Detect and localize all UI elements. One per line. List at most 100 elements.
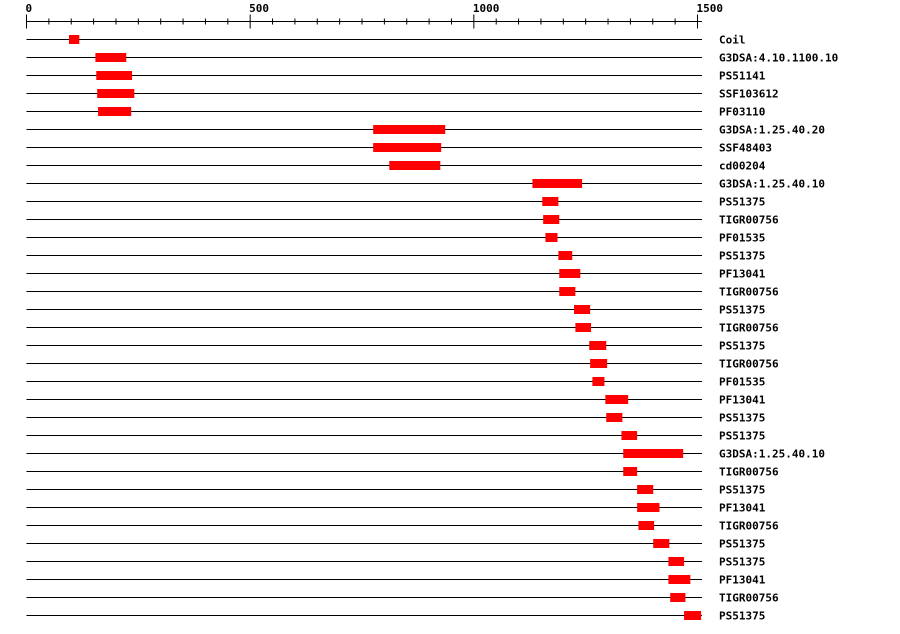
domain-bar <box>670 593 686 602</box>
domain-bar <box>623 467 638 476</box>
track-label: Coil <box>719 34 746 47</box>
track-row: G3DSA:1.25.40.10 <box>26 448 825 461</box>
track-label: PF13041 <box>719 394 766 407</box>
domain-bar <box>668 575 691 584</box>
track-row: TIGR00756 <box>26 520 779 533</box>
axis-tick-label: 500 <box>249 2 269 15</box>
domain-bar <box>592 377 605 386</box>
domain-bar <box>559 287 576 296</box>
domain-bar <box>589 341 607 350</box>
track-label: PS51375 <box>719 340 765 353</box>
domain-bar <box>545 233 558 242</box>
axis-tick-label: 0 <box>26 2 33 15</box>
track-row: Coil <box>26 34 746 47</box>
track-label: TIGR00756 <box>719 520 779 533</box>
domain-bar <box>96 71 133 80</box>
track-label: PF03110 <box>719 106 765 119</box>
track-label: SSF48403 <box>719 142 772 155</box>
track-label: PS51375 <box>719 430 765 443</box>
domain-bar <box>606 413 623 422</box>
track-row: G3DSA:4.10.1100.10 <box>26 52 838 65</box>
domain-bar <box>68 35 80 44</box>
track-row: PS51375 <box>26 538 765 551</box>
track-label: PS51375 <box>719 484 765 497</box>
track-row: TIGR00756 <box>26 592 779 605</box>
domain-bar <box>575 323 592 332</box>
track-label: PS51375 <box>719 250 765 263</box>
track-label: PF01535 <box>719 232 765 245</box>
track-row: PS51375 <box>26 610 765 623</box>
track-label: TIGR00756 <box>719 322 779 335</box>
track-label: G3DSA:1.25.40.20 <box>719 124 825 137</box>
track-label: PF01535 <box>719 376 765 389</box>
axis-tick-label: 1500 <box>697 2 724 15</box>
track-row: PF13041 <box>26 574 766 587</box>
domain-bar <box>97 89 135 98</box>
domain-bar <box>542 197 559 206</box>
domain-bar <box>621 431 638 440</box>
track-row: PS51375 <box>26 412 765 425</box>
track-label: TIGR00756 <box>719 466 779 479</box>
track-row: PS51375 <box>26 556 765 569</box>
axis-tick-label: 1000 <box>473 2 500 15</box>
domain-bar <box>668 557 685 566</box>
track-row: PF13041 <box>26 394 766 407</box>
domain-bar <box>637 503 660 512</box>
track-label: G3DSA:4.10.1100.10 <box>719 52 838 65</box>
track-label: TIGR00756 <box>719 286 779 299</box>
track-row: TIGR00756 <box>26 466 779 479</box>
track-label: G3DSA:1.25.40.10 <box>719 178 825 191</box>
domain-bar <box>389 161 441 170</box>
track-row: cd00204 <box>26 160 766 173</box>
track-row: PF01535 <box>26 232 765 245</box>
track-row: PF03110 <box>26 106 765 119</box>
track-row: TIGR00756 <box>26 214 779 227</box>
track-label: cd00204 <box>719 160 766 173</box>
track-row: PS51375 <box>26 196 765 209</box>
track-row: PS51141 <box>26 70 766 83</box>
track-row: PS51375 <box>26 250 765 263</box>
track-row: SSF103612 <box>26 88 779 101</box>
track-label: TIGR00756 <box>719 358 779 371</box>
track-label: TIGR00756 <box>719 214 779 227</box>
track-label: PS51375 <box>719 412 765 425</box>
domain-bar <box>373 143 442 152</box>
domain-bar <box>532 179 583 188</box>
track-label: PS51375 <box>719 196 765 209</box>
domain-bar <box>623 449 684 458</box>
track-label: PS51375 <box>719 538 765 551</box>
domain-bar <box>653 539 670 548</box>
track-row: PF13041 <box>26 502 766 515</box>
track-row: TIGR00756 <box>26 358 779 371</box>
track-label: SSF103612 <box>719 88 779 101</box>
track-row: TIGR00756 <box>26 322 779 335</box>
domain-bar <box>574 305 591 314</box>
track-label: PF13041 <box>719 268 766 281</box>
domain-bar <box>638 521 655 530</box>
track-label: TIGR00756 <box>719 592 779 605</box>
track-row: G3DSA:1.25.40.20 <box>26 124 825 137</box>
track-label: PS51141 <box>719 70 766 83</box>
track-row: PS51375 <box>26 484 765 497</box>
domain-bar <box>95 53 127 62</box>
track-row: PS51375 <box>26 340 765 353</box>
track-label: PF13041 <box>719 574 766 587</box>
track-row: SSF48403 <box>26 142 772 155</box>
track-row: PS51375 <box>26 430 765 443</box>
domain-bar <box>590 359 608 368</box>
track-label: PS51375 <box>719 304 765 317</box>
track-row: PF13041 <box>26 268 766 281</box>
track-label: PS51375 <box>719 610 765 623</box>
track-label: PF13041 <box>719 502 766 515</box>
domain-bar <box>605 395 629 404</box>
domain-bar <box>373 125 446 134</box>
track-label: PS51375 <box>719 556 765 569</box>
domain-bar <box>684 611 702 620</box>
domain-bar <box>559 269 581 278</box>
track-label: G3DSA:1.25.40.10 <box>719 448 825 461</box>
track-row: PF01535 <box>26 376 765 389</box>
domain-bar <box>543 215 560 224</box>
domain-bar <box>98 107 132 116</box>
track-row: G3DSA:1.25.40.10 <box>26 178 825 191</box>
